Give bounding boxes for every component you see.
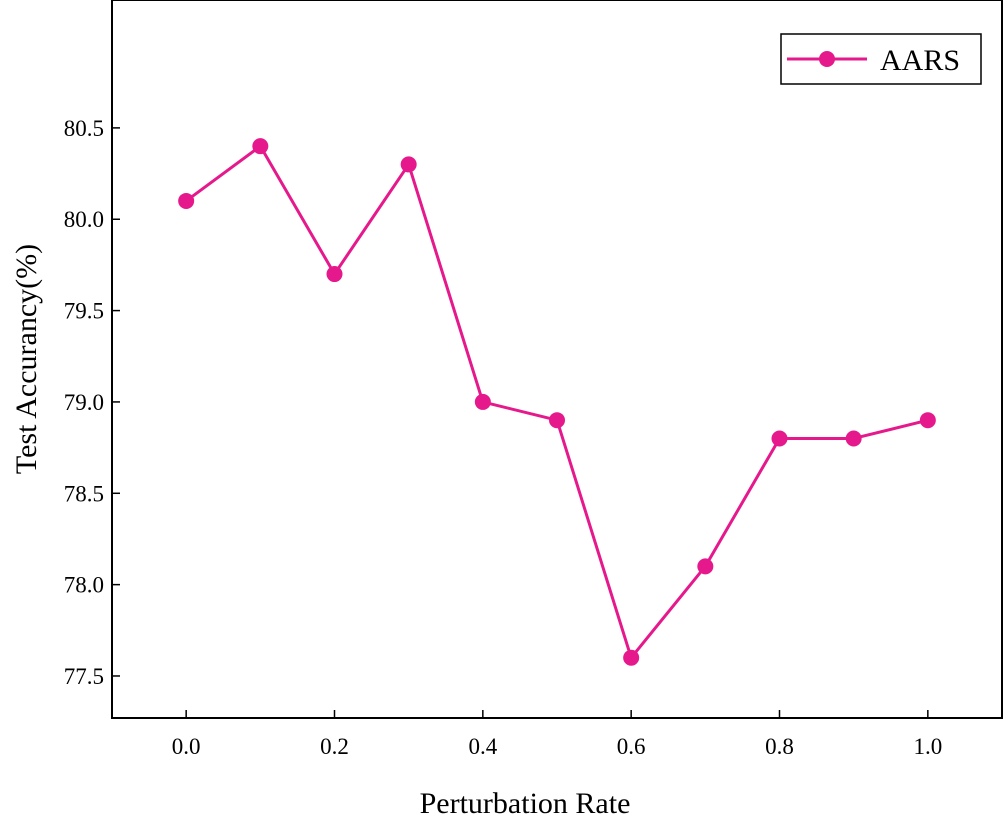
x-tick-label: 0.0 [172, 734, 201, 759]
legend: AARS [780, 33, 982, 85]
data-point [326, 266, 343, 283]
legend-label: AARS [880, 44, 960, 77]
x-tick-label: 0.4 [468, 734, 497, 759]
data-point [845, 430, 862, 447]
x-axis-title: Perturbation Rate [420, 787, 631, 820]
data-point [252, 138, 269, 155]
data-point [549, 412, 565, 429]
y-tick-label: 77.5 [64, 664, 104, 689]
legend-marker [819, 51, 835, 67]
y-tick-label: 79.0 [64, 390, 104, 415]
y-tick-label: 79.5 [64, 299, 104, 324]
data-point [474, 393, 491, 410]
data-point [623, 649, 640, 666]
y-tick-label: 80.0 [64, 207, 104, 232]
y-tick-label: 78.5 [64, 481, 104, 506]
series-layer [178, 138, 936, 666]
data-point [178, 192, 195, 209]
data-point [771, 430, 788, 447]
y-tick-label: 80.5 [64, 116, 104, 141]
x-tick-label: 0.8 [765, 734, 794, 759]
y-axis: 77.5 78.0 78.5 79.0 79.5 80.0 80.5 [64, 116, 120, 689]
series-line [185, 144, 929, 660]
x-tick-label: 0.6 [617, 734, 646, 759]
y-tick-label: 78.0 [64, 573, 104, 598]
data-point [697, 558, 714, 575]
x-axis: 0.0 0.2 0.4 0.6 0.8 1.0 [172, 710, 942, 759]
y-axis-title: Test Accurancy(%) [10, 244, 43, 474]
x-tick-label: 0.2 [320, 734, 349, 759]
plot-frame [111, 0, 1003, 719]
data-point [919, 412, 936, 429]
x-tick-label: 1.0 [913, 734, 942, 759]
data-point [400, 156, 417, 173]
